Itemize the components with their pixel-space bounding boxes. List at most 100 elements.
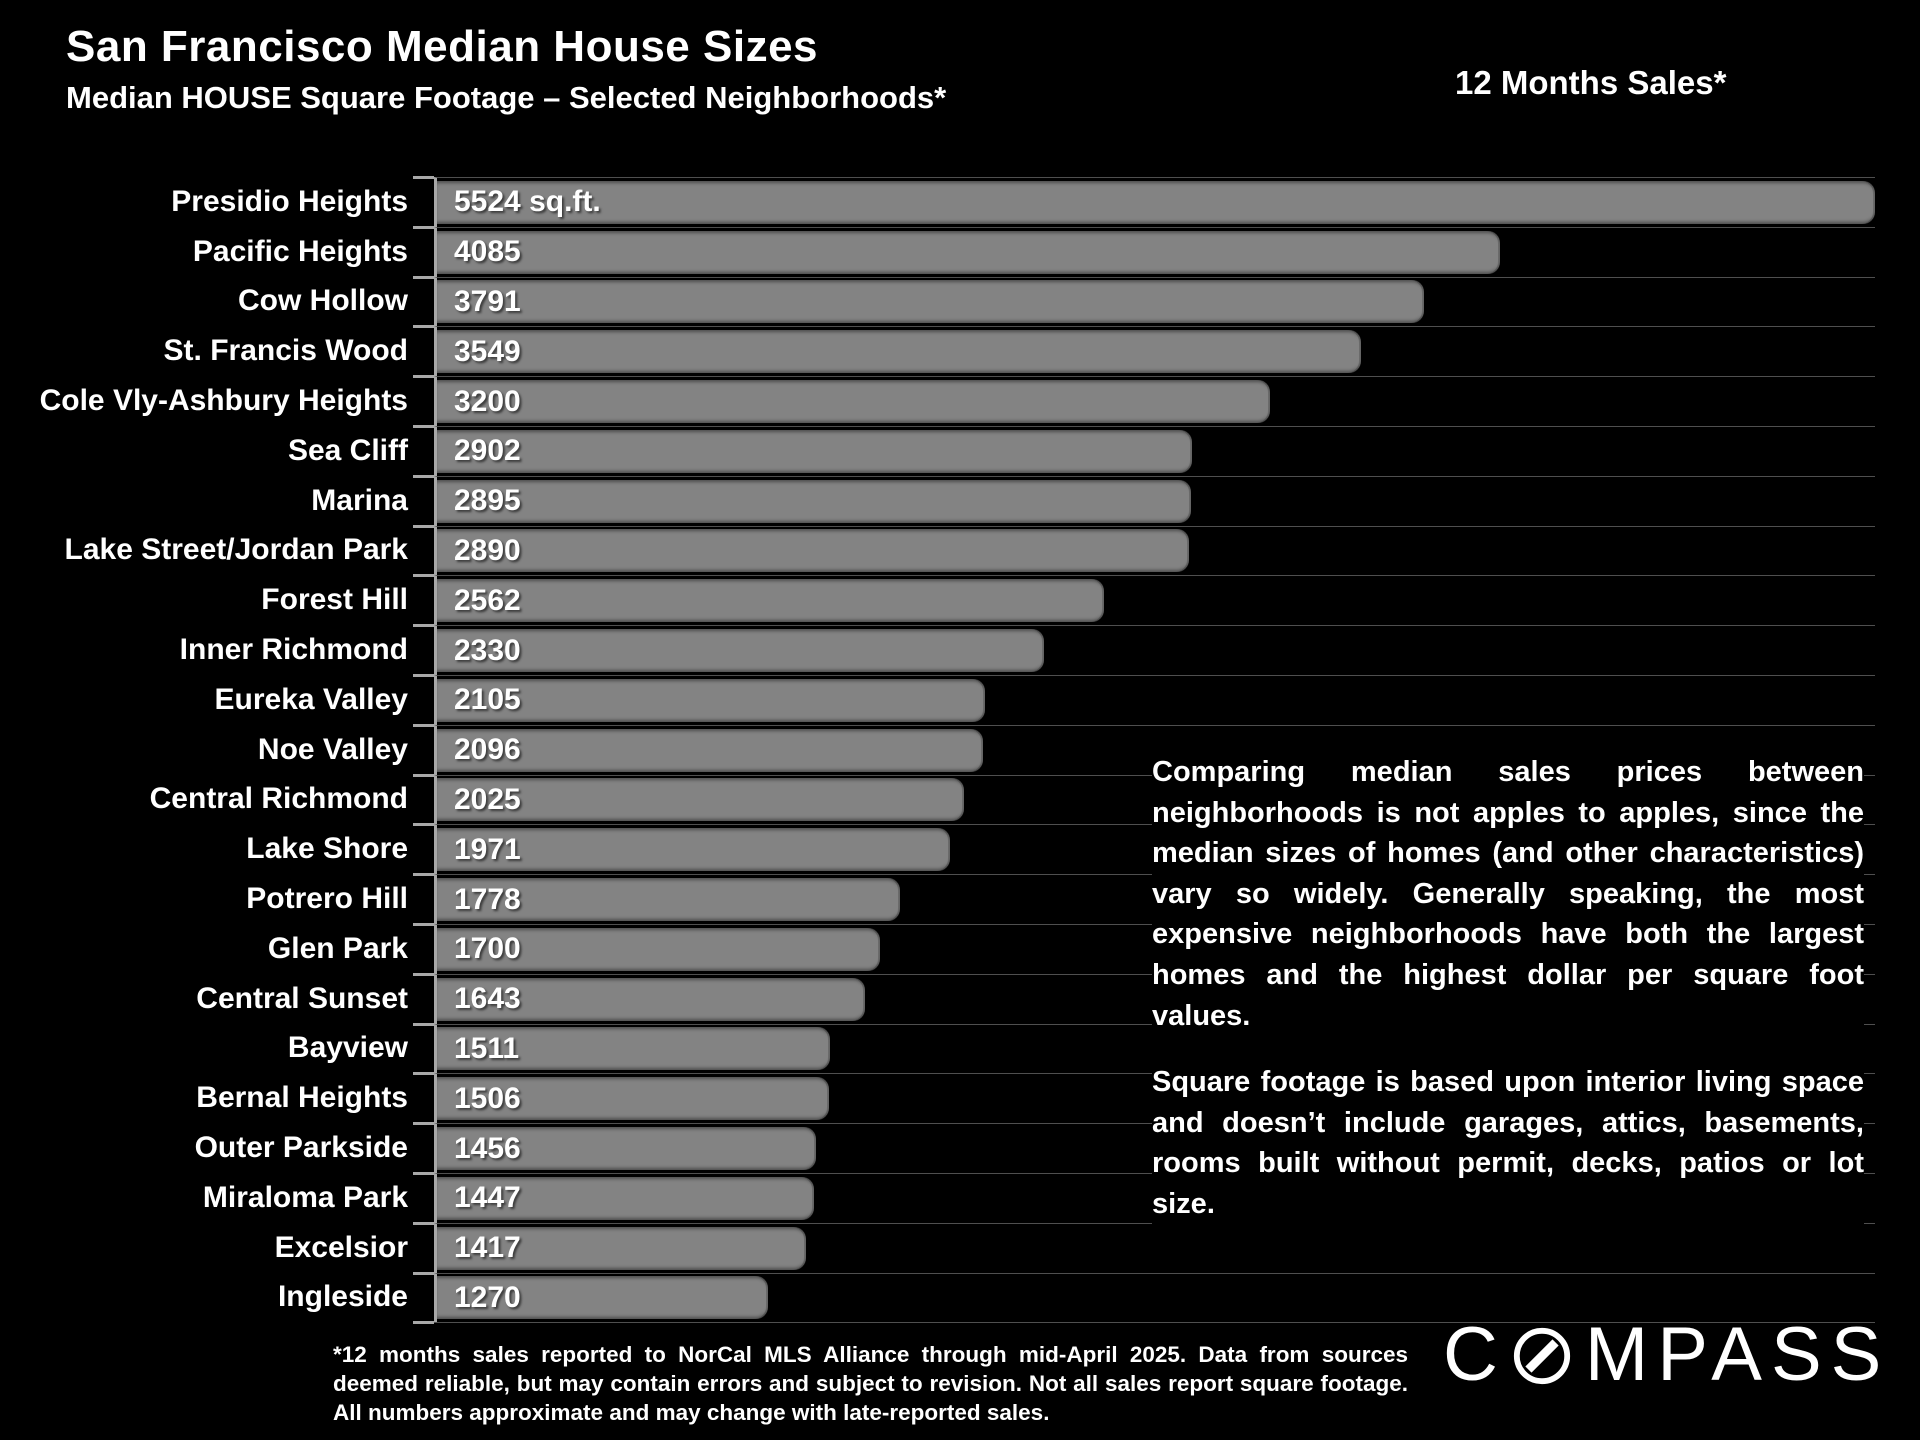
bar-value-label: 5524 sq.ft. [454,185,601,219]
bar: 1643 [437,977,865,1021]
bar: 3791 [437,280,1424,324]
bar-category-label: Lake Street/Jordan Park [64,533,409,567]
axis-tick [413,375,434,379]
bar-row: Sea Cliff 2902 [0,424,1875,476]
bar-row: Cow Hollow 3791 [0,275,1875,327]
bar: 1456 [437,1127,817,1171]
bar-track: 4085 [413,225,1875,277]
bar-value-label: 2895 [454,484,521,518]
bar-row: Marina 2895 [0,474,1875,526]
bar-value-label: 3791 [454,284,521,318]
compass-o-icon [1513,1327,1570,1385]
bar-value-label: 2330 [454,633,521,667]
bar-row: Outer Parkside 1456 [0,1122,1875,1173]
bar: 1511 [437,1027,831,1071]
axis-tick [413,823,434,827]
sales-period-label: 12 Months Sales* [1455,64,1727,101]
bar: 1270 [437,1276,768,1320]
bar-value-label: 2096 [454,733,521,767]
bar-category-label: St. Francis Wood [163,334,408,368]
axis-tick [413,873,434,877]
bar-category-label: Potrero Hill [246,882,408,916]
bar-track: 5524 sq.ft. [413,176,1875,227]
bar: 3200 [437,380,1271,424]
logo-text-mpass: MPASS [1584,1311,1891,1397]
axis-tick [413,1321,434,1325]
bar-category-label: Central Sunset [196,981,408,1015]
footnote: *12 months sales reported to NorCal MLS … [333,1342,1408,1426]
axis-tick [413,1122,434,1126]
axis-tick [413,773,434,777]
bar-category-label: Marina [311,483,408,517]
bar-category-label: Sea Cliff [287,433,408,467]
page-title: San Francisco Median House Sizes [66,22,819,71]
bar-category-label: Presidio Heights [171,184,408,218]
bar-track: 2562 [413,574,1875,626]
bar-track: 2895 [413,474,1875,526]
axis-tick [413,972,434,976]
bar-category-label: Glen Park [267,931,408,965]
bar-value-label: 1643 [454,982,521,1016]
axis-tick [413,574,434,578]
axis-tick [413,673,434,677]
bar-value-label: 2890 [454,533,521,567]
bar-track: 1270 [413,1271,1875,1323]
bar: 2895 [437,479,1191,523]
bar-category-label: Miraloma Park [202,1180,408,1214]
bar-category-label: Bernal Heights [196,1081,408,1115]
bar-track: 2096 [413,723,1875,775]
bar-value-label: 1511 [454,1031,520,1065]
bar: 1971 [437,828,951,872]
bar: 1700 [437,927,880,971]
bar-value-label: 1506 [454,1081,521,1115]
bar-value-label: 3200 [454,384,521,418]
axis-tick [413,1171,434,1175]
commentary-block: Comparing median sales prices between ne… [1152,752,1864,1225]
bar-row: Miraloma Park 1447 [0,1171,1875,1223]
bar-category-label: Eureka Valley [214,682,408,716]
bar: 4085 [437,230,1501,274]
axis-tick [413,624,434,628]
bar: 3549 [437,330,1361,374]
axis-tick [413,176,434,179]
bar-track: 3549 [413,325,1875,377]
bar: 2890 [437,529,1190,573]
bar-category-label: Cow Hollow [238,284,408,318]
page-subtitle: Median HOUSE Square Footage – Selected N… [66,80,947,115]
bar: 5524 sq.ft. [437,180,1875,224]
axis-tick [413,922,434,926]
axis-tick [413,1271,434,1275]
bar-value-label: 1778 [454,882,521,916]
bar-track: 2902 [413,424,1875,476]
bar-track: 2890 [413,524,1875,576]
bar-track: 3200 [413,375,1875,426]
bar-value-label: 2902 [454,434,521,468]
bar: 1506 [437,1077,830,1121]
bar: 1447 [437,1176,814,1220]
bar: 2902 [437,429,1193,473]
bar-row: Eureka Valley 2105 [0,673,1875,725]
bar-value-label: 1971 [454,832,521,866]
compass-logo: C MPASS [1443,1312,1890,1397]
bar-row: Inner Richmond 2330 [0,624,1875,675]
bar-value-label: 1417 [454,1231,521,1265]
bar-category-label: Ingleside [277,1280,408,1314]
axis-tick [413,723,434,727]
bar-category-label: Lake Shore [246,832,408,866]
bar-row: Pacific Heights 4085 [0,225,1875,277]
bar-row: Presidio Heights 5524 sq.ft. [0,176,1875,227]
bar-category-label: Cole Vly-Ashbury Heights [39,384,408,418]
axis-tick [413,1022,434,1026]
bar-category-label: Pacific Heights [192,234,408,268]
axis-tick [413,325,434,329]
bar-value-label: 2105 [454,683,521,717]
bar-row: Noe Valley 2096 [0,723,1875,775]
bar-track: 1417 [413,1221,1875,1273]
bar-value-label: 2025 [454,782,521,816]
bar: 2025 [437,778,965,822]
axis-tick [413,474,434,478]
bar-row: Ingleside 1270 [0,1271,1875,1323]
bar: 1778 [437,878,900,922]
bar-category-label: Central Richmond [149,782,408,816]
bar-track: 2105 [413,673,1875,725]
